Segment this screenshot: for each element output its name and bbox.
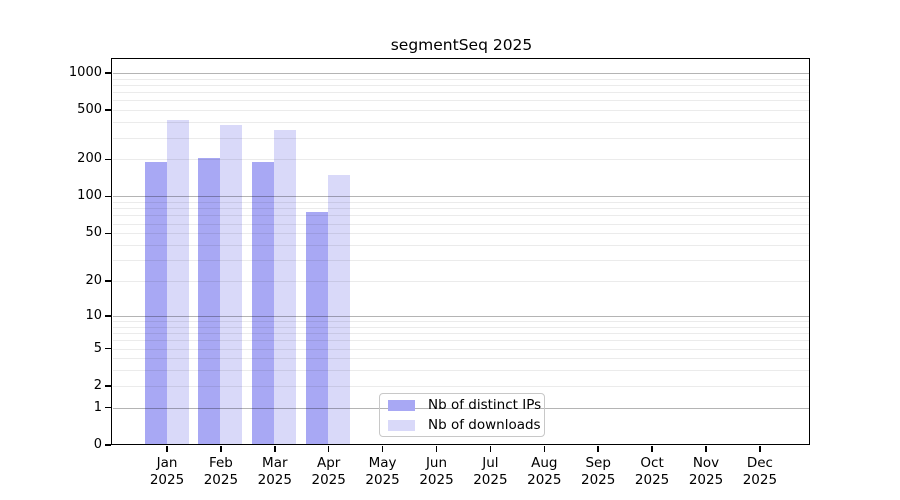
major-gridline [113, 196, 810, 198]
minor-gridline [113, 92, 810, 94]
y-axis-label: 100 [77, 188, 102, 204]
y-axis-tick [105, 195, 111, 198]
bar-distinct-ips-mar [252, 162, 275, 445]
minor-gridline [113, 370, 810, 372]
minor-gridline [113, 84, 810, 86]
y-axis-tick [105, 232, 111, 234]
x-axis-tick [435, 446, 438, 452]
y-axis-tick [105, 347, 111, 350]
x-axis-label-dec: Dec 2025 [742, 455, 778, 488]
minor-gridline [113, 202, 810, 204]
legend-item-distinct-ips: Nb of distinct IPs [380, 397, 544, 414]
minor-gridline [113, 340, 810, 342]
y-axis-label: 1 [93, 399, 102, 415]
minor-gridline [113, 233, 810, 235]
bar-downloads-feb [220, 124, 243, 445]
x-axis-tick [327, 446, 330, 452]
bar-distinct-ips-feb [198, 158, 221, 445]
plot-area [113, 60, 810, 445]
y-axis-tick [105, 315, 111, 317]
y-axis-label: 500 [77, 102, 102, 118]
y-axis-label: 1000 [68, 64, 102, 80]
y-axis-label: 50 [85, 225, 102, 241]
bar-distinct-ips-apr [306, 211, 329, 445]
minor-gridline [113, 326, 810, 328]
bar-downloads-mar [274, 130, 297, 445]
x-axis-tick [705, 446, 707, 452]
y-axis-tick [105, 406, 111, 409]
major-gridline [113, 315, 810, 317]
minor-gridline [113, 321, 810, 322]
minor-gridline [113, 385, 810, 387]
y-axis-label: 5 [93, 340, 102, 356]
minor-gridline [113, 122, 810, 124]
minor-gridline [113, 223, 810, 225]
x-axis-label-mar: Mar 2025 [257, 455, 292, 488]
minor-gridline [113, 245, 810, 246]
x-axis-label-jun: Jun 2025 [419, 455, 454, 488]
x-axis-label-apr: Apr 2025 [311, 455, 346, 488]
minor-gridline [113, 260, 810, 262]
minor-gridline [113, 100, 810, 102]
y-axis-tick [105, 444, 111, 446]
x-axis-label-feb: Feb 2025 [203, 455, 239, 488]
bar-downloads-jan [166, 119, 189, 445]
minor-gridline [113, 159, 810, 161]
x-axis-label-jan: Jan 2025 [149, 455, 185, 488]
legend-swatch-distinct-ips [388, 399, 415, 411]
x-axis-label-may: May 2025 [365, 455, 400, 488]
y-axis-tick [105, 385, 111, 387]
y-axis-label: 20 [85, 273, 102, 289]
y-axis-tick [105, 280, 111, 282]
chart-title: segmentSeq 2025 [390, 36, 533, 54]
legend-label-downloads: Nb of downloads [428, 417, 541, 433]
x-axis-tick [381, 446, 384, 452]
major-gridline [113, 407, 810, 409]
legend-swatch-downloads [388, 419, 415, 431]
x-axis-label-jul: Jul 2025 [473, 455, 508, 488]
minor-gridline [113, 333, 810, 335]
x-axis-tick [489, 446, 492, 452]
minor-gridline [113, 348, 810, 350]
x-axis-label-oct: Oct 2025 [634, 455, 670, 488]
legend-item-downloads: Nb of downloads [380, 417, 544, 434]
x-axis-tick [166, 446, 168, 452]
x-axis-tick [759, 446, 761, 452]
x-axis-tick [274, 446, 276, 452]
y-axis-tick [105, 72, 111, 74]
bar-distinct-ips-jan [144, 162, 167, 445]
legend: Nb of distinct IPs Nb of downloads [379, 393, 545, 437]
minor-gridline [113, 110, 810, 112]
y-axis-tick [105, 109, 111, 111]
x-axis-tick [220, 446, 222, 452]
minor-gridline [113, 137, 810, 139]
y-axis-label: 0 [93, 437, 102, 452]
y-axis-label: 200 [77, 151, 102, 167]
minor-gridline [113, 358, 810, 360]
x-axis-tick [597, 446, 599, 452]
minor-gridline [113, 208, 810, 210]
major-gridline [113, 72, 810, 74]
x-axis-label-nov: Nov 2025 [688, 455, 724, 488]
legend-label-distinct-ips: Nb of distinct IPs [428, 397, 542, 413]
y-axis-label: 2 [93, 377, 102, 393]
bar-downloads-apr [328, 174, 351, 445]
x-axis-label-sep: Sep 2025 [581, 455, 616, 488]
x-axis-tick [543, 446, 546, 452]
minor-gridline [113, 281, 810, 283]
x-axis-tick [651, 446, 653, 452]
minor-gridline [113, 215, 810, 217]
minor-gridline [113, 78, 810, 80]
y-axis-label: 10 [85, 307, 102, 323]
y-axis-tick [105, 158, 111, 161]
x-axis-label-aug: Aug 2025 [527, 455, 562, 488]
